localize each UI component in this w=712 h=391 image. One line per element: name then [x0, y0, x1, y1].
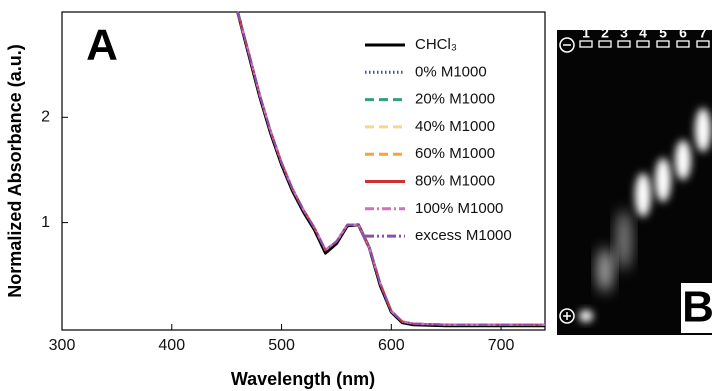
- y-axis-label: Normalized Absorbance (a.u.): [5, 44, 25, 297]
- band: [675, 140, 691, 180]
- x-tick-label: 600: [378, 337, 405, 354]
- x-axis-label: Wavelength (nm): [231, 369, 375, 389]
- lane-label: 4: [639, 25, 647, 41]
- lane-label: 6: [679, 25, 687, 41]
- legend-label: 80% M1000: [415, 172, 495, 189]
- x-tick-label: 500: [268, 337, 295, 354]
- figure: A Wavelength (nm) Normalized Absorbance …: [0, 0, 712, 391]
- legend-label: 0% M1000: [415, 63, 487, 80]
- band: [598, 248, 612, 292]
- series-line: [238, 12, 545, 325]
- legend-label: 60% M1000: [415, 145, 495, 162]
- band: [635, 173, 651, 217]
- lane-label: 2: [601, 25, 609, 41]
- lane-label: 3: [620, 25, 628, 41]
- plot-frame: [62, 12, 545, 330]
- x-tick-label: 400: [158, 337, 185, 354]
- panel-label: A: [86, 21, 118, 70]
- lane-label: 5: [659, 25, 667, 41]
- lane-label: 1: [582, 25, 590, 41]
- legend-label: 40% M1000: [415, 118, 495, 135]
- lane-label: 7: [699, 25, 707, 41]
- band: [695, 108, 711, 152]
- y-tick-label: 2: [41, 109, 50, 126]
- legend-label: 20% M1000: [415, 91, 495, 108]
- legend-label: 100% M1000: [415, 200, 503, 217]
- band: [579, 310, 593, 322]
- band: [617, 210, 631, 270]
- y-tick-label: 1: [41, 214, 50, 231]
- band: [655, 158, 671, 202]
- x-tick-label: 700: [488, 337, 515, 354]
- legend-label: excess M1000: [415, 227, 512, 244]
- x-tick-label: 300: [49, 337, 76, 354]
- legend-label: CHCl₃: [415, 36, 457, 53]
- panel-label: B: [682, 283, 712, 332]
